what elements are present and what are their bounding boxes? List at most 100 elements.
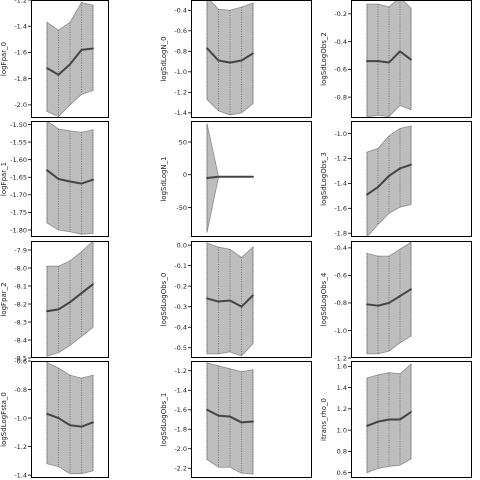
y-tick-label: 0 xyxy=(183,171,187,179)
estimate-point xyxy=(206,408,208,411)
estimate-point xyxy=(206,177,208,179)
chart-panel-logFpar_0: -1.2 -1.4 -1.6 -1.8 -2.0 logFpar_0 xyxy=(0,0,109,118)
y-axis-label: logFpar_1 xyxy=(0,162,8,196)
chart-panel-logSdLogObs_1: -1.2 -1.4 -1.6 -1.8 -2.0 -2.2 logSdLogObs_1 xyxy=(160,361,312,478)
estimate-point xyxy=(252,420,254,423)
y-tick-label: 1.6 xyxy=(337,363,347,371)
estimate-point xyxy=(410,58,412,61)
estimate-point xyxy=(46,169,48,172)
y-tick-label: 0.0 xyxy=(177,241,187,249)
y-tick-label: -1.0 xyxy=(174,68,187,76)
y-tick-label: -0.1 xyxy=(174,262,187,270)
estimate-point xyxy=(377,186,379,189)
estimate-point xyxy=(69,424,71,427)
y-tick-label: -0.8 xyxy=(174,48,187,56)
confidence-band xyxy=(366,125,412,237)
estimate-point xyxy=(377,60,379,62)
y-tick-label: -1.4 xyxy=(174,109,187,117)
panel-frame xyxy=(351,241,472,358)
panel-frame xyxy=(351,0,472,118)
y-tick-label: -1.55 xyxy=(10,138,27,146)
y-tick-label: 1.4 xyxy=(337,384,347,392)
y-tick-label: -0.5 xyxy=(174,344,187,352)
y-tick-label: -1.80 xyxy=(10,226,27,234)
y-axis-label: logSdLogObs_1 xyxy=(160,393,168,447)
estimate-point xyxy=(240,305,243,308)
y-tick-label: -8.1 xyxy=(14,282,27,290)
y-tick-label: -0.8 xyxy=(14,386,27,394)
y-tick-label: -0.4 xyxy=(334,244,347,252)
estimate-point xyxy=(57,417,60,419)
estimate-point xyxy=(252,52,254,55)
y-tick-label: -0.6 xyxy=(14,357,27,365)
y-axis-label: logFpar_2 xyxy=(0,282,8,316)
estimate-point xyxy=(229,175,231,178)
estimate-point xyxy=(366,193,368,196)
y-tick-label: -7.9 xyxy=(14,246,27,254)
estimate-point xyxy=(80,48,83,51)
panel-frame xyxy=(191,241,312,358)
y-tick-label: -1.4 xyxy=(14,471,27,479)
y-tick-label: -1.2 xyxy=(174,89,187,97)
y-tick-label: -1.8 xyxy=(14,75,27,83)
estimate-point xyxy=(388,61,390,64)
estimate-point xyxy=(69,180,71,183)
chart-panel-logSdLogObs_0: 0.0 -0.1 -0.2 -0.3 -0.4 -0.5 logSdLogObs_0 xyxy=(160,241,312,358)
chart-panel-logSdLogObs_4: -0.4 -0.6 -0.8 -1.0 -1.2 logSdLogObs_4 xyxy=(320,241,472,362)
y-tick-label: -0.4 xyxy=(174,7,187,15)
estimate-point xyxy=(229,415,231,418)
y-tick-label: 0.6 xyxy=(337,469,347,477)
estimate-point xyxy=(388,302,390,304)
y-tick-label: -1.2 xyxy=(14,443,27,451)
y-tick-label: -0.2 xyxy=(174,282,187,290)
y-axis-label: logFpar_0 xyxy=(0,42,8,76)
y-tick-label: -8.0 xyxy=(14,264,27,272)
estimate-point xyxy=(92,421,94,424)
estimate-point xyxy=(410,163,412,166)
estimate-point xyxy=(399,167,401,170)
estimate-point xyxy=(206,47,208,50)
y-axis-label: logSdLogObs_3 xyxy=(320,152,328,206)
y-tick-label: 50 xyxy=(179,138,187,146)
y-tick-label: -0.2 xyxy=(334,10,347,18)
estimate-point xyxy=(399,418,401,421)
y-axis-label: logSdLogObs_4 xyxy=(320,272,328,326)
estimate-point xyxy=(366,303,368,306)
y-tick-label: -1.0 xyxy=(334,327,347,335)
y-tick-label: -2.0 xyxy=(14,101,27,109)
estimate-point xyxy=(410,288,412,291)
chart-panel-logFpar_2: -7.9 -8.0 -8.1 -8.2 -8.3 -8.4 -8.5 logFpar_2 xyxy=(0,241,109,362)
y-tick-label: -0.4 xyxy=(174,324,187,332)
y-tick-label: -1.60 xyxy=(10,156,27,164)
y-tick-label: -1.0 xyxy=(334,130,347,138)
y-tick-label: -0.8 xyxy=(334,93,347,101)
panel-frame xyxy=(191,121,312,237)
y-tick-label: -0.6 xyxy=(334,272,347,280)
panel-frame xyxy=(351,361,472,478)
y-axis-label: logSdLogFsta_0 xyxy=(0,392,8,447)
confidence-band xyxy=(46,121,94,235)
chart-panel-logSdLogObs_3: -1.0 -1.2 -1.4 -1.6 -1.8 logSdLogObs_3 xyxy=(320,121,472,238)
y-tick-label: 0.8 xyxy=(337,448,347,456)
y-tick-label: -1.6 xyxy=(334,205,347,213)
estimate-point xyxy=(388,418,390,421)
y-tick-label: -8.5 xyxy=(14,354,27,362)
panel-frame xyxy=(191,361,312,478)
estimate-point xyxy=(229,61,231,64)
estimate-point xyxy=(217,59,220,62)
panel-frame xyxy=(31,361,109,478)
estimate-point xyxy=(366,424,368,427)
y-tick-label: -1.2 xyxy=(174,367,187,375)
y-axis-label: logSdLogObs_2 xyxy=(320,32,328,86)
estimate-point xyxy=(410,411,412,413)
y-tick-label: 1.0 xyxy=(337,426,347,434)
estimate-point xyxy=(240,59,243,62)
y-tick-label: -50 xyxy=(176,204,187,212)
y-tick-label: -1.2 xyxy=(14,0,27,4)
y-tick-label: -8.4 xyxy=(14,336,27,344)
estimate-point xyxy=(69,301,71,304)
estimate-point xyxy=(92,178,94,181)
y-axis-label: logSdLogN_1 xyxy=(160,156,168,201)
y-tick-label: -1.65 xyxy=(10,174,27,182)
